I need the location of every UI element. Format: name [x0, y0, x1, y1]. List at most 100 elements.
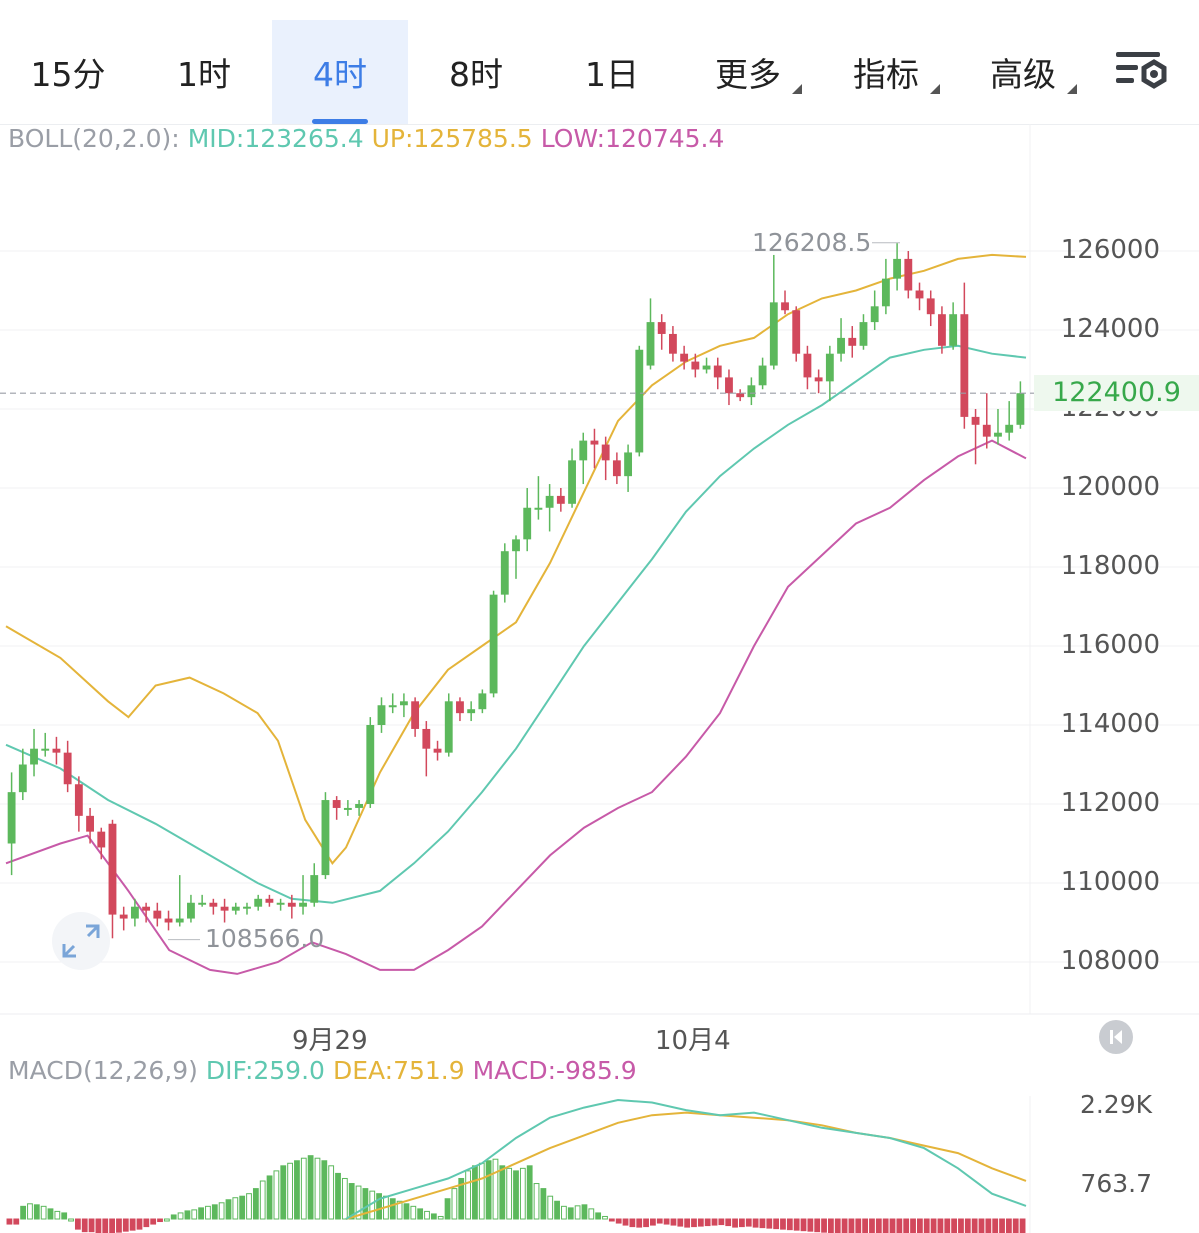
macd-histogram-bar [389, 1198, 396, 1220]
candle-body [231, 906, 240, 911]
tab-advanced[interactable]: 高级 [975, 20, 1077, 124]
candle-body [63, 752, 72, 785]
candle-body [1005, 424, 1014, 433]
macd-histogram-bar [492, 1158, 499, 1220]
macd-histogram-bar [314, 1157, 321, 1220]
macd-histogram-bar [355, 1185, 362, 1220]
date-label: 9月29 [292, 1026, 368, 1056]
candle-body [971, 416, 980, 425]
macd-histogram-bar [629, 1218, 636, 1228]
macd-histogram-bar [307, 1155, 314, 1220]
expand-chart-button[interactable] [52, 912, 110, 970]
macd-histogram-bar [547, 1195, 554, 1220]
scroll-to-latest-button[interactable] [1099, 1020, 1133, 1054]
macd-histogram-bar [109, 1218, 116, 1233]
tab-15m[interactable]: 15分 [0, 20, 136, 124]
candle-body [388, 705, 397, 708]
macd-histogram-bar [252, 1188, 259, 1220]
macd-histogram-bar [656, 1218, 663, 1224]
boll-low-value: LOW:120745.4 [540, 124, 725, 153]
tab-label: 指标 [853, 55, 919, 94]
macd-histogram-bar [964, 1218, 971, 1233]
macd-histogram-bar [294, 1160, 300, 1220]
candle-body [803, 353, 812, 378]
macd-histogram-bar [177, 1212, 184, 1220]
candle-body [52, 748, 61, 753]
tab-label: 高级 [990, 55, 1056, 94]
macd-histogram-bar [328, 1165, 335, 1220]
macd-histogram-bar [930, 1218, 937, 1233]
candle-body [18, 764, 27, 793]
candle-body [982, 424, 991, 437]
macd-histogram-bar [841, 1218, 848, 1233]
candle-body [411, 701, 420, 729]
macd-histogram-bar [718, 1218, 725, 1226]
macd-histogram-bar [396, 1200, 403, 1220]
candle-body [97, 831, 106, 848]
candle-body [949, 314, 958, 346]
macd-histogram-bar [766, 1218, 773, 1229]
macd-histogram-bar [465, 1170, 471, 1220]
macd-histogram-bar [478, 1162, 485, 1220]
tab-8h[interactable]: 8时 [408, 20, 544, 124]
macd-histogram-bar [88, 1218, 95, 1233]
macd-histogram-bar [198, 1207, 204, 1220]
candle-body [119, 914, 128, 919]
candle-body [590, 440, 599, 445]
macd-histogram-bar [951, 1218, 958, 1233]
candle-body [41, 748, 50, 751]
tab-indicators[interactable]: 指标 [838, 20, 940, 124]
candle-body [254, 898, 263, 907]
tab-label: 更多 [715, 55, 781, 94]
candle-body [881, 278, 890, 307]
macd-histogram-bar [273, 1170, 280, 1220]
macd-axis-label: 763.7 [1080, 1169, 1152, 1198]
macd-histogram-bar [95, 1218, 102, 1233]
price-tick-label: 120000 [1060, 472, 1160, 502]
macd-legend: MACD(12,26,9) DIF:259.0 DEA:751.9 MACD:-985… [8, 1056, 645, 1085]
macd-histogram-bar [122, 1218, 129, 1232]
timeframe-tab-bar: 15分 1时 4时 8时 1日 更多 指标 高级 [0, 0, 1199, 125]
tab-label: 1日 [585, 55, 639, 94]
candle-body [534, 507, 543, 510]
candle-body [265, 898, 274, 903]
macd-histogram-bar [266, 1175, 273, 1220]
macd-histogram-bar [485, 1160, 492, 1220]
boll-lower-line [5, 439, 1027, 975]
macd-histogram-bar [519, 1167, 526, 1220]
candle-body [1016, 393, 1025, 425]
price-chart[interactable] [0, 124, 1199, 1024]
macd-histogram-bar [677, 1218, 684, 1227]
macd-histogram-bar [410, 1205, 417, 1220]
candle-body [545, 495, 554, 508]
macd-histogram-bar [896, 1218, 903, 1233]
price-tick-label: 118000 [1060, 551, 1160, 581]
price-tick-label: 114000 [1060, 709, 1160, 739]
macd-histogram-bar [937, 1218, 944, 1233]
price-tick-label: 112000 [1060, 788, 1160, 818]
macd-histogram-bar [834, 1218, 841, 1233]
tab-4h[interactable]: 4时 [272, 20, 408, 124]
chart-settings-icon[interactable] [1112, 48, 1170, 98]
macd-histogram-bar [136, 1218, 143, 1230]
macd-histogram-bar [780, 1218, 786, 1230]
macd-histogram-bar [246, 1193, 252, 1220]
candle-body [399, 701, 408, 706]
candle-body [343, 807, 352, 810]
macd-histogram-bar [862, 1218, 869, 1233]
macd-histogram-bar [971, 1218, 978, 1233]
macd-histogram-bar [759, 1218, 766, 1229]
macd-histogram-bar [793, 1218, 800, 1231]
macd-histogram-bar [506, 1167, 513, 1220]
candle-body [848, 337, 857, 346]
boll-mid-value: MID:123265.4 [187, 124, 364, 153]
macd-dif-value: DIF:259.0 [205, 1056, 325, 1085]
tab-1d[interactable]: 1日 [544, 20, 680, 124]
candle-body [422, 728, 431, 749]
candle-body [86, 815, 94, 832]
macd-histogram-bar [81, 1218, 88, 1233]
tab-more[interactable]: 更多 [700, 20, 802, 124]
tab-1h[interactable]: 1时 [136, 20, 272, 124]
macd-histogram-bar [828, 1218, 834, 1233]
candle-body [904, 258, 913, 291]
